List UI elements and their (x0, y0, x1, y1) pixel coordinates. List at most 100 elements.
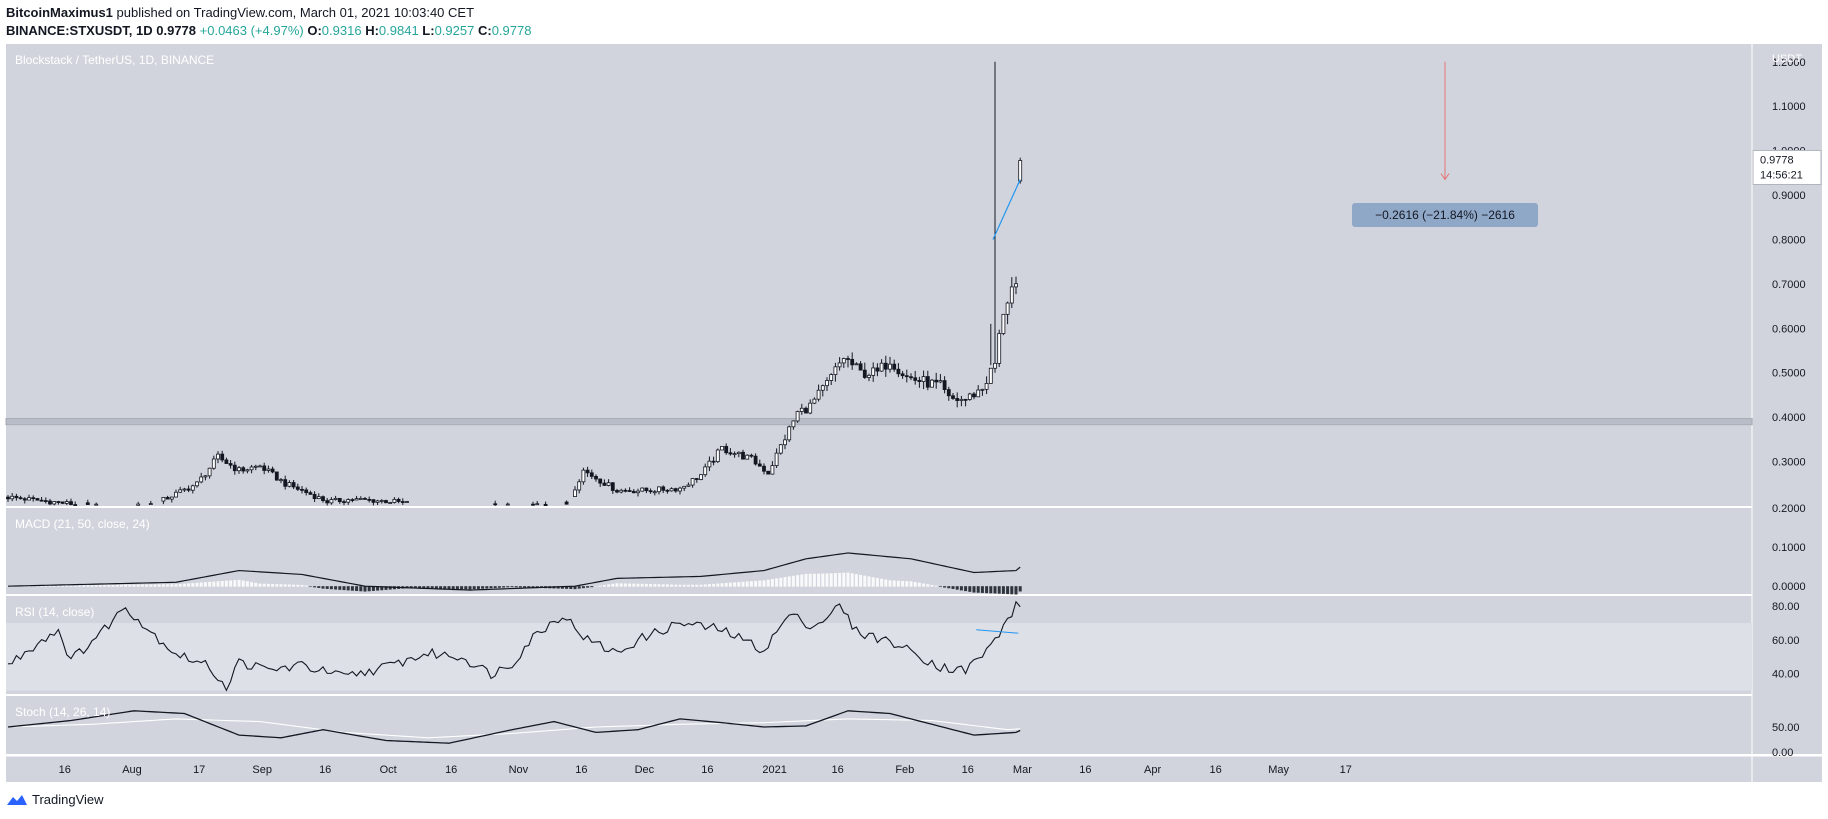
candle-body (883, 362, 888, 370)
candle-body (808, 402, 813, 414)
macd-histogram-bar (292, 584, 296, 587)
measure-line (992, 179, 1021, 240)
macd-histogram-bar (775, 578, 779, 587)
candle-body (942, 380, 947, 390)
chart-canvas[interactable]: 1.20001.10001.00000.90000.80000.70000.60… (0, 0, 1828, 790)
x-tick-label: Aug (122, 764, 142, 776)
candle-body (753, 455, 758, 465)
candle-body (220, 453, 225, 461)
macd-histogram-bar (275, 584, 279, 587)
macd-histogram-bar (682, 584, 686, 587)
candle-body (1014, 283, 1018, 288)
macd-histogram-bar (170, 584, 174, 587)
macd-histogram-bar (485, 586, 489, 589)
macd-histogram-bar (418, 586, 422, 589)
candle-body (325, 500, 330, 504)
macd-histogram-bar (481, 586, 485, 589)
price-tick-label: 0.6000 (1772, 323, 1806, 335)
candle-body (652, 491, 657, 494)
candle-body (300, 488, 304, 491)
price-pane[interactable] (6, 44, 1752, 506)
footer: TradingView (6, 792, 104, 807)
macd-histogram-bar (926, 584, 930, 587)
candle-body (757, 463, 762, 467)
candle-body (875, 367, 880, 372)
candle-body (636, 490, 640, 494)
macd-histogram-bar (506, 586, 510, 588)
candle-body (858, 363, 863, 371)
candle-body (43, 500, 48, 502)
macd-histogram-bar (594, 586, 598, 587)
candle-body (648, 490, 653, 493)
candle-body (673, 488, 678, 492)
macd-pane[interactable] (6, 508, 1752, 594)
price-tick-label: 1.2000 (1772, 57, 1806, 69)
candle-body (60, 501, 65, 504)
candle-body (690, 478, 695, 486)
support-band (5, 417, 1753, 426)
macd-histogram-bar (329, 586, 333, 590)
macd-histogram-bar (628, 583, 632, 587)
brand-label[interactable]: TradingView (32, 792, 104, 807)
stoch-series: 50.00 0.00 (7, 710, 1800, 759)
macd-histogram-bar (65, 585, 69, 587)
candle-body (678, 487, 682, 492)
macd-histogram-bar (439, 586, 443, 589)
macd-histogram-bar (262, 583, 266, 587)
candle-body (329, 499, 334, 504)
macd-histogram-bar (250, 582, 254, 587)
candle-body (148, 503, 153, 505)
candle-body (980, 388, 985, 391)
macd-histogram-bar (829, 573, 833, 587)
x-tick-label: Oct (380, 764, 397, 776)
candle-body (283, 479, 288, 487)
candle-body (27, 497, 31, 501)
candle-body (400, 501, 405, 503)
macd-histogram-bar (182, 583, 186, 587)
candle-body (228, 463, 233, 466)
candle-body (1018, 160, 1023, 182)
macd-histogram-bar (237, 579, 241, 587)
macd-histogram-bar (434, 586, 438, 589)
candle-body (984, 383, 989, 390)
candle-body (73, 504, 78, 506)
candle-body (270, 468, 275, 473)
candle-body (295, 486, 300, 490)
time-axis[interactable] (6, 756, 1822, 782)
candle-body (829, 374, 834, 381)
x-tick-label: Feb (895, 764, 914, 776)
candle-body (363, 498, 367, 500)
stoch-pane[interactable] (6, 696, 1752, 754)
candle-body (136, 503, 141, 506)
candle-body (879, 362, 884, 372)
macd-histogram-bar (590, 586, 594, 588)
candle-body (707, 460, 712, 468)
macd-histogram-bar (103, 585, 107, 587)
stoch-tick-label: 0.00 (1772, 747, 1793, 759)
macd-histogram-bar (985, 586, 989, 594)
candle-body (279, 479, 283, 481)
high-label: H: (365, 23, 379, 38)
candle-body (896, 368, 901, 375)
candle-body (846, 358, 850, 360)
macd-histogram-bar (203, 582, 207, 587)
macd-histogram-bar (770, 579, 774, 587)
candle-body (249, 466, 254, 471)
stoch-k-line (7, 710, 1021, 744)
macd-histogram-bar (325, 586, 329, 589)
macd-histogram-bar (560, 586, 564, 589)
candle-body (967, 393, 972, 400)
tradingview-logo-icon[interactable] (6, 793, 28, 807)
author-name[interactable]: BitcoinMaximus1 (6, 5, 113, 20)
candle-body (892, 363, 897, 370)
candle-body (48, 500, 52, 505)
macd-histogram-bar (968, 586, 972, 592)
macd-histogram-bar (787, 576, 791, 587)
macd-histogram-bar (40, 585, 44, 587)
macd-histogram-bar (245, 581, 249, 587)
macd-histogram-bar (61, 585, 65, 587)
macd-histogram-bar (901, 580, 905, 587)
macd-histogram-bar (426, 586, 430, 589)
candle-body (375, 500, 380, 503)
macd-histogram-bar (413, 586, 417, 589)
